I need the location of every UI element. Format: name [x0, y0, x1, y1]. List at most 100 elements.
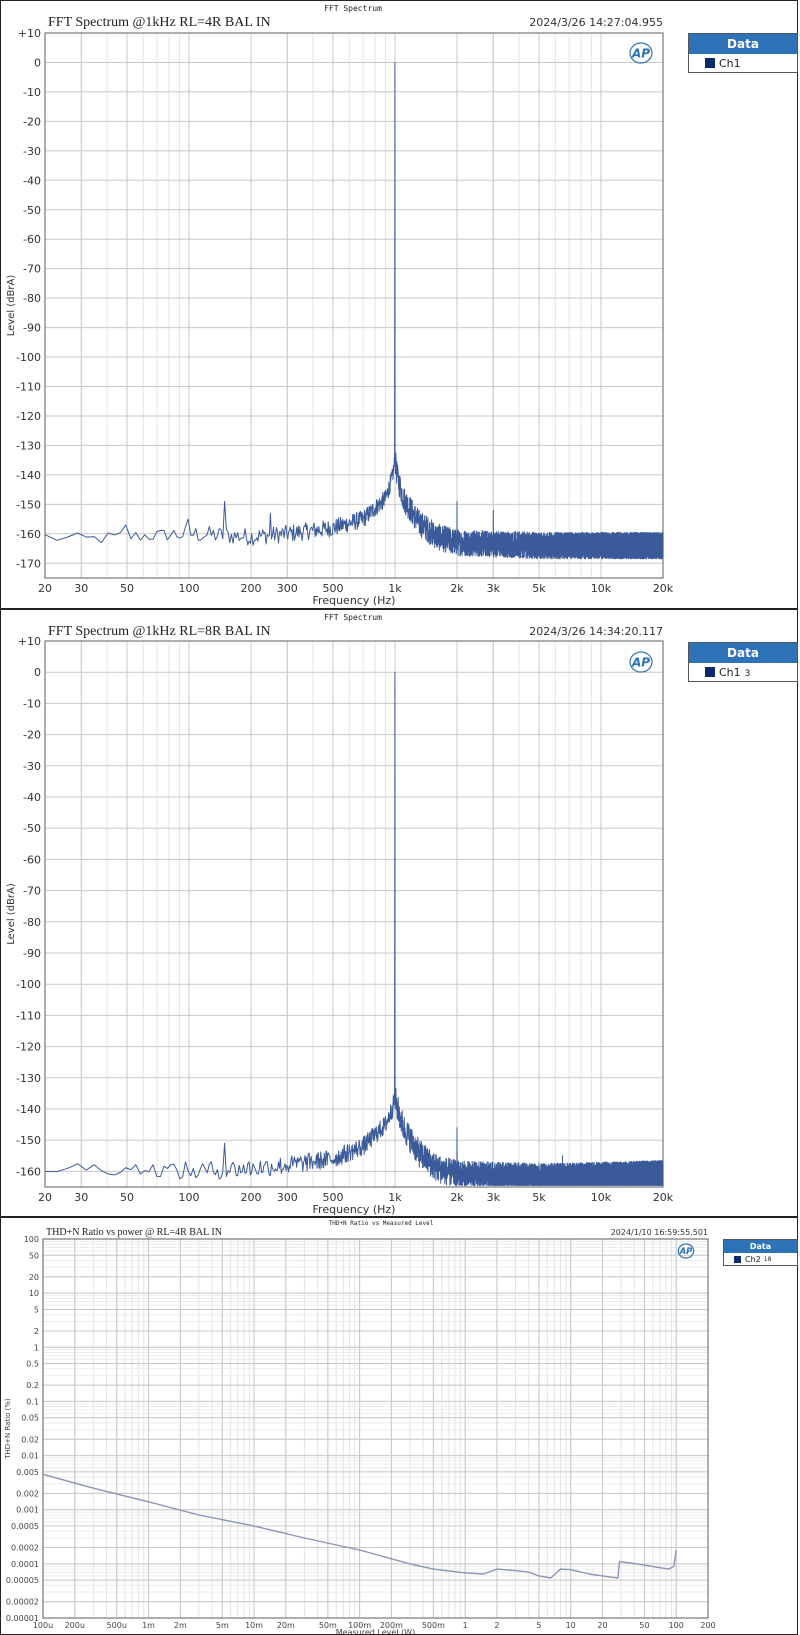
y-tick-label: -80: [23, 292, 41, 305]
fft-chart-8r: FFT Spectrum FFT Spectrum @1kHz RL=8R BAL…: [6, 613, 674, 1216]
y-tick-label: -100: [16, 978, 41, 991]
x-tick-label: 1m: [142, 1621, 155, 1630]
fft-chart-4r: FFT Spectrum FFT Spectrum @1kHz RL=4R BAL…: [6, 4, 674, 607]
x-tick-label: 2k: [450, 582, 464, 595]
y-tick-label: -140: [16, 469, 41, 482]
y-tick-label: -50: [23, 204, 41, 217]
y-tick-label: -10: [23, 697, 41, 710]
legend-suffix: 3: [744, 668, 751, 679]
x-tick-label: 200m: [380, 1621, 403, 1630]
ap-logo-text: AP: [631, 656, 650, 670]
y-tick-label: 100: [24, 1235, 39, 1244]
chart-timestamp: 2024/3/26 14:27:04.955: [529, 16, 663, 29]
y-tick-label: -100: [16, 351, 41, 364]
x-tick-label: 1: [463, 1621, 468, 1630]
legend-swatch: [734, 1255, 741, 1263]
y-tick-label: -20: [23, 115, 41, 128]
x-tick-label: 100: [178, 1191, 199, 1204]
x-tick-label: 100m: [348, 1621, 371, 1630]
y-tick-label: 0.00002: [6, 1598, 39, 1607]
chart-top-title: FFT Spectrum: [324, 613, 382, 622]
y-tick-label: -30: [23, 760, 41, 773]
x-tick-label: 30: [74, 582, 88, 595]
x-tick-label: 500: [322, 582, 343, 595]
x-tick-label: 2m: [174, 1621, 187, 1630]
y-tick-label: -90: [23, 322, 41, 335]
x-tick-label: 10k: [591, 582, 612, 595]
x-axis-label: Frequency (Hz): [313, 1203, 396, 1216]
legend-title: Data: [689, 643, 797, 663]
x-tick-label: 200: [241, 1191, 262, 1204]
y-tick-label: 0.05: [21, 1414, 39, 1423]
series-line-ch1: [44, 671, 664, 1186]
y-tick-label: -130: [16, 439, 41, 452]
y-tick-label: 0.00005: [6, 1576, 39, 1585]
y-tick-label: +10: [18, 27, 41, 40]
x-tick-label: 5k: [532, 582, 546, 595]
chart-timestamp: 2024/1/10 16:59:55.501: [611, 1228, 708, 1237]
y-tick-label: +10: [18, 635, 41, 648]
x-tick-label: 5m: [216, 1621, 229, 1630]
y-tick-label: -160: [16, 528, 41, 541]
legend-entry-ch1[interactable]: Ch1 3: [689, 663, 797, 681]
x-tick-label: 300: [277, 582, 298, 595]
y-tick-label: 0.002: [16, 1489, 39, 1498]
chart-title: FFT Spectrum @1kHz RL=4R BAL IN: [48, 15, 271, 30]
y-tick-label: -50: [23, 822, 41, 835]
y-tick-label: -60: [23, 853, 41, 866]
legend-title: Data: [689, 34, 797, 54]
chart-title: THD+N Ratio vs power @ RL=4R BAL IN: [46, 1227, 222, 1238]
x-tick-label: 20: [38, 1191, 52, 1204]
legend-label: Ch2: [745, 1254, 761, 1264]
y-tick-label: 0.1: [26, 1397, 39, 1406]
y-tick-label: 0: [34, 666, 41, 679]
y-tick-label: -40: [23, 174, 41, 187]
y-tick-label: 0.02: [21, 1435, 39, 1444]
y-tick-label: -30: [23, 145, 41, 158]
x-tick-label: 200: [700, 1621, 715, 1630]
x-tick-label: 200: [241, 582, 262, 595]
x-tick-label: 100u: [33, 1621, 53, 1630]
legend-swatch: [705, 667, 715, 677]
legend-entry-ch2[interactable]: Ch2 18: [724, 1253, 797, 1265]
x-tick-label: 5k: [532, 1191, 546, 1204]
y-tick-label: -90: [23, 947, 41, 960]
ap-logo-icon: [629, 651, 653, 673]
x-tick-label: 500u: [107, 1621, 127, 1630]
x-tick-label: 100: [178, 582, 199, 595]
y-tick-label: -70: [23, 263, 41, 276]
legend-label: Ch1: [719, 56, 741, 70]
x-tick-label: 20: [38, 582, 52, 595]
y-tick-label: -120: [16, 410, 41, 423]
y-tick-label: -160: [16, 1165, 41, 1178]
x-tick-label: 5: [536, 1621, 541, 1630]
y-tick-label: -20: [23, 729, 41, 742]
x-tick-label: 1k: [388, 582, 402, 595]
x-tick-label: 50: [639, 1621, 649, 1630]
y-tick-label: -130: [16, 1072, 41, 1085]
thdn-vs-power-chart: THD+N Ratio vs Measured Level THD+N Ratio…: [4, 1220, 716, 1634]
y-tick-label: -110: [16, 1009, 41, 1022]
x-tick-label: 2k: [450, 1191, 464, 1204]
legend-box: Data Ch2 18: [723, 1239, 798, 1266]
y-tick-label: -70: [23, 885, 41, 898]
chart-timestamp: 2024/3/26 14:34:20.117: [529, 625, 663, 638]
y-tick-label: 50: [29, 1251, 39, 1260]
y-tick-label: 20: [29, 1273, 39, 1282]
x-tick-label: 30: [74, 1191, 88, 1204]
y-axis-label: THD+N Ratio (%): [4, 1398, 12, 1460]
series-line-ch1: [44, 62, 664, 560]
y-tick-label: -80: [23, 916, 41, 929]
legend-entry-ch1[interactable]: Ch1: [689, 54, 797, 72]
y-tick-label: -60: [23, 233, 41, 246]
legend-swatch: [705, 58, 715, 68]
series-line-ch2: [42, 1473, 677, 1579]
y-tick-label: 0.005: [16, 1468, 39, 1477]
x-tick-label: 200u: [65, 1621, 85, 1630]
y-tick-label: 0.0001: [11, 1560, 39, 1569]
x-tick-label: 20: [597, 1621, 607, 1630]
x-tick-label: 50m: [319, 1621, 337, 1630]
legend-suffix: 18: [763, 1255, 772, 1263]
y-tick-label: -10: [23, 86, 41, 99]
thdn-chart-panel: THD+N Ratio vs Measured Level THD+N Ratio…: [0, 1217, 798, 1635]
